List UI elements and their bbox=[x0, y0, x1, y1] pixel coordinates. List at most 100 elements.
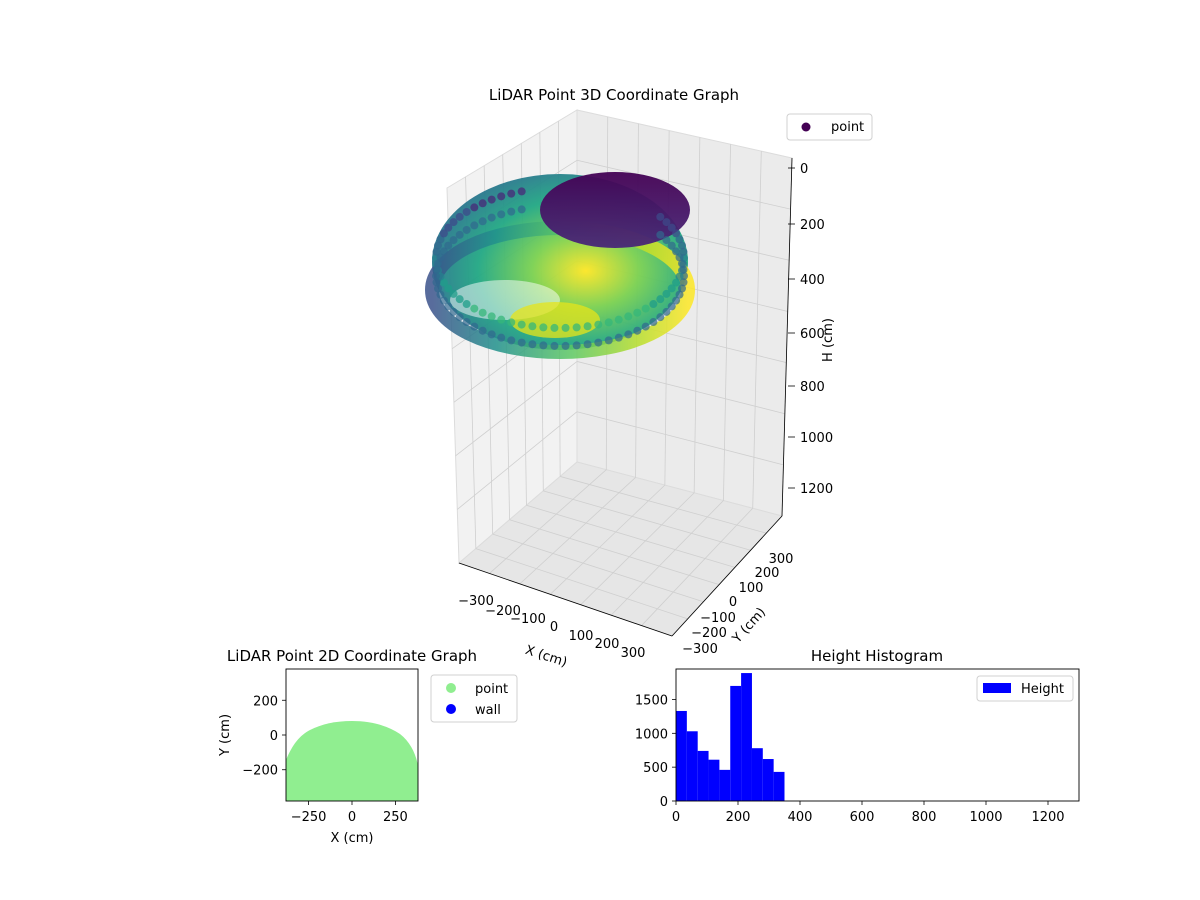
x3d-tick-label: −200 bbox=[485, 604, 521, 619]
histogram-x-tick-label: 0 bbox=[672, 810, 680, 825]
histogram-y-tick-label: 500 bbox=[643, 761, 668, 776]
z-tick-label: 400 bbox=[800, 273, 825, 288]
cloud-point bbox=[449, 289, 458, 298]
y2d-tick-label: 200 bbox=[253, 694, 278, 709]
cloud-point bbox=[462, 318, 471, 327]
plot-3d-gridlines bbox=[448, 116, 791, 626]
plot-2d-xlabel: X (cm) bbox=[331, 831, 374, 846]
histogram-bars bbox=[676, 673, 785, 801]
plot-2d-points bbox=[286, 721, 418, 801]
z-tick-label: 0 bbox=[800, 162, 808, 177]
plot-2d-legend-point-marker bbox=[446, 683, 456, 693]
cloud-point bbox=[550, 323, 559, 332]
cloud-point bbox=[455, 230, 464, 239]
x2d-tick-label: −250 bbox=[291, 810, 327, 825]
cloud-point bbox=[679, 278, 688, 287]
x3d-tick-label: 300 bbox=[621, 646, 646, 661]
cloud-point bbox=[449, 307, 458, 316]
cloud-point bbox=[449, 236, 458, 245]
histogram-y-tick-label: 0 bbox=[660, 795, 668, 810]
cloud-point bbox=[675, 272, 684, 281]
cloud-point bbox=[462, 300, 471, 309]
cloud-point bbox=[433, 241, 442, 250]
cloud-point bbox=[678, 284, 687, 293]
cloud-point bbox=[439, 278, 448, 287]
cloud-point bbox=[550, 341, 559, 350]
cloud-point bbox=[470, 322, 479, 331]
cloud-point bbox=[561, 341, 570, 350]
cloud-point bbox=[667, 223, 676, 232]
histogram-x-tick-label: 1000 bbox=[969, 810, 1002, 825]
cloud-point bbox=[444, 302, 453, 311]
plot-2d-legend-point-label: point bbox=[475, 682, 508, 697]
cloud-point bbox=[614, 315, 623, 324]
y3d-tick-label: 0 bbox=[729, 595, 737, 610]
cloud-point bbox=[432, 278, 441, 287]
cloud-point bbox=[678, 259, 687, 268]
cloud-point bbox=[675, 290, 684, 299]
cloud-point bbox=[633, 326, 642, 335]
histogram-bar bbox=[741, 673, 752, 801]
cloud-point bbox=[470, 304, 479, 313]
histogram-bar bbox=[719, 769, 731, 801]
cloud-point bbox=[444, 284, 453, 293]
plot-3d-zlabel: H (cm) bbox=[821, 318, 836, 362]
histogram-bar bbox=[730, 685, 742, 801]
cloud-point bbox=[675, 235, 684, 244]
cloud-point bbox=[633, 308, 642, 317]
histogram-x-tick-label: 800 bbox=[912, 810, 937, 825]
cloud-point bbox=[678, 241, 687, 250]
cloud-point bbox=[649, 300, 658, 309]
cloud-point bbox=[455, 212, 464, 221]
cloud-point bbox=[649, 318, 658, 327]
cloud-point bbox=[439, 296, 448, 305]
cloud-point bbox=[614, 333, 623, 342]
plot-3d-legend: point bbox=[786, 113, 873, 141]
cloud-point bbox=[436, 290, 445, 299]
cloud-point bbox=[507, 207, 516, 216]
histogram-legend: Height bbox=[976, 675, 1074, 702]
histogram-legend-swatch bbox=[983, 683, 1011, 693]
cloud-point bbox=[497, 315, 506, 324]
cloud-point bbox=[561, 323, 570, 332]
cloud-point bbox=[667, 241, 676, 250]
y2d-tick-label: −200 bbox=[242, 764, 278, 779]
histogram-x-tick-label: 400 bbox=[788, 810, 813, 825]
cloud-point bbox=[672, 247, 681, 256]
cloud-point bbox=[528, 340, 537, 349]
cloud-point bbox=[662, 289, 671, 298]
cloud-point bbox=[478, 199, 487, 208]
cloud-point bbox=[572, 323, 581, 332]
z-tick-label: 1000 bbox=[800, 431, 833, 446]
plot-2d: LiDAR Point 2D Coordinate Graph −250 0 250… bbox=[218, 647, 518, 846]
plot-2d-title: LiDAR Point 2D Coordinate Graph bbox=[227, 647, 477, 665]
plot-3d-legend-marker bbox=[801, 122, 811, 132]
histogram-x-tick-label: 1200 bbox=[1031, 810, 1064, 825]
cloud-point bbox=[462, 225, 471, 234]
cloud-point bbox=[656, 295, 665, 304]
cloud-point bbox=[679, 247, 688, 256]
cloud-point bbox=[439, 229, 448, 238]
histogram-frame bbox=[675, 668, 1080, 802]
cloud-point bbox=[470, 203, 479, 212]
x2d-tick-label: 0 bbox=[348, 810, 356, 825]
histogram-y-tick-label: 1500 bbox=[635, 693, 668, 708]
y3d-tick-label: −200 bbox=[691, 626, 727, 641]
cloud-point bbox=[604, 318, 613, 327]
plot-2d-legend-wall-label: wall bbox=[475, 703, 501, 718]
z-tick-label: 200 bbox=[800, 218, 825, 233]
cloud-point bbox=[497, 333, 506, 342]
cloud-point bbox=[439, 247, 448, 256]
plot-3d-point-cloud bbox=[425, 172, 695, 359]
plot-histogram: Height Histogram 0 200 400 600 800 1000 1200 0… bbox=[635, 647, 1080, 825]
cloud-point bbox=[656, 230, 665, 239]
cloud-point bbox=[679, 265, 688, 274]
cloud-point bbox=[478, 308, 487, 317]
cloud-point bbox=[433, 284, 442, 293]
cloud-point bbox=[497, 210, 506, 219]
cloud-point bbox=[667, 302, 676, 311]
y3d-tick-label: 200 bbox=[755, 566, 780, 581]
cloud-point bbox=[444, 223, 453, 232]
x3d-tick-label: 0 bbox=[550, 620, 558, 635]
cloud-point bbox=[672, 296, 681, 305]
